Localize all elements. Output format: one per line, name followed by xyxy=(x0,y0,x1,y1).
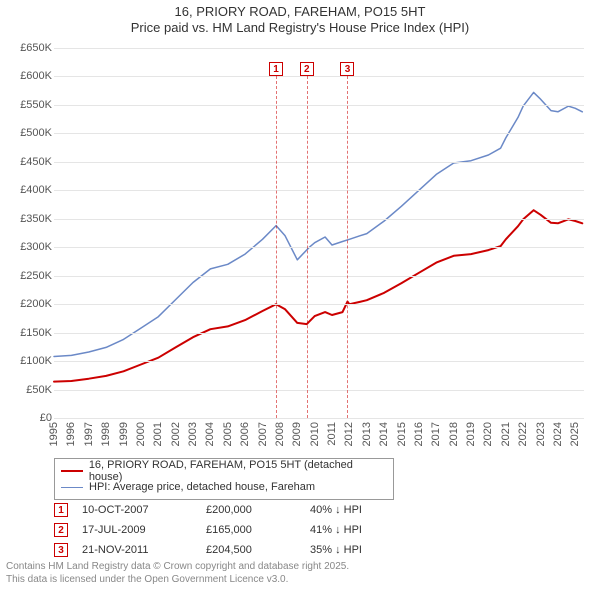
legend-label: HPI: Average price, detached house, Fare… xyxy=(89,481,315,493)
event-price: £204,500 xyxy=(206,544,296,556)
x-tick-label: 2013 xyxy=(361,422,373,446)
x-tick-label: 2011 xyxy=(326,422,338,446)
y-tick-label: £200K xyxy=(4,298,52,310)
gridline xyxy=(54,247,584,248)
gridline xyxy=(54,276,584,277)
event-diff: 41% ↓ HPI xyxy=(310,524,410,536)
y-tick-label: £600K xyxy=(4,70,52,82)
x-tick-label: 2017 xyxy=(430,422,442,446)
event-row: 3 21-NOV-2011 £204,500 35% ↓ HPI xyxy=(54,540,584,560)
chart-title: 16, PRIORY ROAD, FAREHAM, PO15 5HT Price… xyxy=(0,4,600,37)
gridline xyxy=(54,133,584,134)
event-price: £200,000 xyxy=(206,504,296,516)
x-tick-label: 2023 xyxy=(535,422,547,446)
x-tick-label: 2018 xyxy=(448,422,460,446)
event-marker-box: 2 xyxy=(300,62,314,76)
event-marker-box: 3 xyxy=(340,62,354,76)
legend-swatch xyxy=(61,487,83,488)
x-tick-label: 2025 xyxy=(569,422,581,446)
event-marker-line xyxy=(347,76,348,418)
event-date: 17-JUL-2009 xyxy=(82,524,192,536)
x-tick-label: 2016 xyxy=(413,422,425,446)
x-tick-label: 2014 xyxy=(378,422,390,446)
y-tick-label: £100K xyxy=(4,355,52,367)
legend-item: 16, PRIORY ROAD, FAREHAM, PO15 5HT (deta… xyxy=(61,463,387,479)
series-hpi xyxy=(54,92,582,356)
gridline xyxy=(54,418,584,419)
x-tick-label: 2019 xyxy=(465,422,477,446)
x-tick-label: 2022 xyxy=(517,422,529,446)
title-line-1: 16, PRIORY ROAD, FAREHAM, PO15 5HT xyxy=(0,4,600,20)
y-tick-label: £550K xyxy=(4,99,52,111)
x-tick-label: 2009 xyxy=(291,422,303,446)
gridline xyxy=(54,304,584,305)
events-table: 1 10-OCT-2007 £200,000 40% ↓ HPI 2 17-JUL-200… xyxy=(54,500,584,560)
x-tick-label: 2000 xyxy=(135,422,147,446)
x-tick-label: 2004 xyxy=(204,422,216,446)
event-row: 1 10-OCT-2007 £200,000 40% ↓ HPI xyxy=(54,500,584,520)
event-marker-line xyxy=(276,76,277,418)
x-tick-label: 2002 xyxy=(170,422,182,446)
event-row: 2 17-JUL-2009 £165,000 41% ↓ HPI xyxy=(54,520,584,540)
gridline xyxy=(54,390,584,391)
event-price: £165,000 xyxy=(206,524,296,536)
x-tick-label: 2015 xyxy=(396,422,408,446)
x-tick-label: 2003 xyxy=(187,422,199,446)
series-paid xyxy=(54,210,582,381)
x-tick-label: 2008 xyxy=(274,422,286,446)
event-marker-line xyxy=(307,76,308,418)
gridline xyxy=(54,105,584,106)
title-line-2: Price paid vs. HM Land Registry's House … xyxy=(0,20,600,36)
x-tick-label: 1997 xyxy=(83,422,95,446)
event-row-marker: 1 xyxy=(54,503,68,517)
gridline xyxy=(54,76,584,77)
y-tick-label: £450K xyxy=(4,156,52,168)
event-diff: 40% ↓ HPI xyxy=(310,504,410,516)
event-row-marker: 2 xyxy=(54,523,68,537)
gridline xyxy=(54,162,584,163)
gridline xyxy=(54,333,584,334)
y-tick-label: £0 xyxy=(4,412,52,424)
y-tick-label: £150K xyxy=(4,327,52,339)
event-date: 10-OCT-2007 xyxy=(82,504,192,516)
x-tick-label: 2020 xyxy=(482,422,494,446)
y-tick-label: £350K xyxy=(4,213,52,225)
x-tick-label: 2001 xyxy=(152,422,164,446)
legend: 16, PRIORY ROAD, FAREHAM, PO15 5HT (deta… xyxy=(54,458,394,500)
y-tick-label: £250K xyxy=(4,270,52,282)
gridline xyxy=(54,361,584,362)
y-tick-label: £300K xyxy=(4,241,52,253)
y-tick-label: £650K xyxy=(4,42,52,54)
event-diff: 35% ↓ HPI xyxy=(310,544,410,556)
x-tick-label: 2021 xyxy=(500,422,512,446)
x-tick-label: 1996 xyxy=(65,422,77,446)
x-tick-label: 2024 xyxy=(552,422,564,446)
x-tick-label: 2010 xyxy=(309,422,321,446)
y-tick-label: £50K xyxy=(4,384,52,396)
x-tick-label: 2005 xyxy=(222,422,234,446)
x-tick-label: 1998 xyxy=(100,422,112,446)
x-tick-label: 1995 xyxy=(48,422,60,446)
legend-swatch xyxy=(61,470,83,472)
x-tick-label: 2006 xyxy=(239,422,251,446)
x-tick-label: 1999 xyxy=(118,422,130,446)
gridline xyxy=(54,219,584,220)
x-tick-label: 2012 xyxy=(343,422,355,446)
gridline xyxy=(54,48,584,49)
gridline xyxy=(54,190,584,191)
event-marker-box: 1 xyxy=(269,62,283,76)
x-tick-label: 2007 xyxy=(257,422,269,446)
footer-line-2: This data is licensed under the Open Gov… xyxy=(6,574,594,587)
footer: Contains HM Land Registry data © Crown c… xyxy=(6,561,594,586)
plot-area: 1 2 3 xyxy=(54,48,584,418)
event-date: 21-NOV-2011 xyxy=(82,544,192,556)
chart-lines xyxy=(54,48,584,418)
y-tick-label: £500K xyxy=(4,127,52,139)
legend-label: 16, PRIORY ROAD, FAREHAM, PO15 5HT (deta… xyxy=(89,459,387,483)
y-tick-label: £400K xyxy=(4,184,52,196)
event-row-marker: 3 xyxy=(54,543,68,557)
footer-line-1: Contains HM Land Registry data © Crown c… xyxy=(6,561,594,574)
